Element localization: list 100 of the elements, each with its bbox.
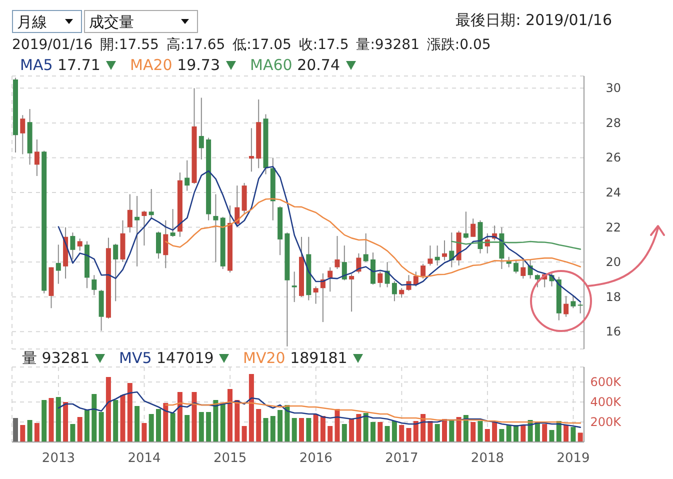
bar: [378, 422, 383, 442]
bar: [156, 409, 161, 442]
bar: [13, 418, 18, 442]
x-tick-label: 2015: [214, 451, 247, 466]
candlestick: [134, 195, 140, 267]
candlestick: [363, 232, 368, 263]
bar: [334, 409, 340, 442]
candlestick: [428, 245, 433, 266]
x-tick-label: 2019: [556, 451, 590, 466]
text: 2019/01/16 開:17.55 高:17.65 低:17.05 收:17.5 量:93281 漲跌:0.05: [12, 36, 491, 54]
bar: [428, 421, 433, 442]
candlestick: [198, 97, 204, 160]
bar: [306, 418, 312, 442]
bar: [127, 383, 132, 442]
bar: [506, 425, 512, 442]
bar: [106, 377, 111, 442]
bar: [148, 414, 154, 442]
bar: [399, 425, 404, 442]
line-series: [165, 401, 582, 424]
bar: [413, 421, 418, 442]
y-tick-label: 20: [606, 255, 621, 270]
candlestick: [170, 208, 176, 238]
bar: [184, 415, 190, 442]
bar: [242, 426, 247, 442]
bar: [198, 412, 204, 442]
candlestick: [356, 252, 362, 274]
bar: [456, 417, 462, 442]
bar: [248, 374, 254, 442]
bar: [342, 424, 347, 442]
candlestick: [184, 160, 190, 192]
dropdown: 成交量: [84, 10, 198, 33]
candlestick: [213, 194, 218, 263]
candlestick: [399, 288, 404, 298]
bar: [320, 416, 326, 442]
bar: [220, 403, 226, 442]
bar: [463, 415, 468, 442]
x-tick-label: 2014: [128, 451, 161, 466]
candlestick: [70, 232, 76, 260]
x-tick-label: 2013: [42, 451, 76, 466]
bar: [564, 425, 569, 442]
x-tick-label: 2018: [470, 451, 504, 466]
y-tick-label: 26: [606, 150, 621, 165]
bar: [370, 422, 376, 442]
x-tick-label: 2017: [385, 451, 418, 466]
candlestick: [34, 138, 40, 176]
text: MA60 20.74: [250, 56, 340, 74]
candlestick: [378, 271, 383, 288]
bar: [92, 394, 97, 442]
candlestick: [434, 245, 440, 266]
annotation: 量 93281: [22, 349, 90, 367]
bar: [449, 420, 454, 442]
bar: [84, 410, 90, 442]
bar: [163, 403, 168, 442]
y-tick-label: 400K: [590, 395, 622, 409]
candlestick: [156, 231, 161, 260]
y-tick-label: 600K: [590, 375, 622, 389]
candlestick: [77, 238, 82, 252]
bar: [206, 412, 212, 442]
candlestick: [313, 286, 318, 304]
y-tick-label: 28: [606, 116, 621, 130]
candlestick: [20, 114, 26, 155]
bar: [234, 400, 240, 442]
candlestick: [163, 220, 168, 269]
bar: [56, 397, 61, 442]
candlestick: [534, 274, 540, 288]
candlestick: [470, 218, 476, 238]
bar: [77, 417, 82, 442]
bar: [578, 432, 583, 442]
candlestick: [578, 302, 583, 314]
bar: [42, 400, 47, 442]
bar: [442, 419, 447, 442]
bar: [292, 418, 297, 442]
candlestick: [113, 243, 118, 302]
bar: [20, 425, 26, 442]
candlestick: [406, 274, 412, 292]
candlestick: [420, 263, 426, 280]
bar: [134, 406, 140, 442]
candlestick: [342, 245, 347, 281]
candlestick: [570, 295, 576, 309]
text: 最後日期: 2019/01/16: [456, 11, 612, 29]
candlestick: [463, 211, 468, 240]
bar: [48, 398, 54, 442]
candlestick: [127, 194, 132, 233]
candlestick: [564, 295, 569, 318]
bar: [299, 418, 304, 442]
bar: [484, 429, 490, 442]
bar: [542, 424, 548, 442]
y-tick-label: 30: [606, 81, 621, 96]
bar: [492, 422, 498, 442]
y-tick-label: 22: [606, 220, 621, 234]
bar: [63, 402, 68, 442]
line-series: [451, 240, 582, 250]
bar: [192, 392, 197, 442]
bar: [434, 424, 440, 442]
bar: [363, 413, 368, 442]
candlestick: [520, 260, 526, 280]
bar: [228, 389, 232, 442]
bar: [499, 429, 504, 442]
bar: [356, 414, 362, 442]
bar: [549, 430, 554, 442]
